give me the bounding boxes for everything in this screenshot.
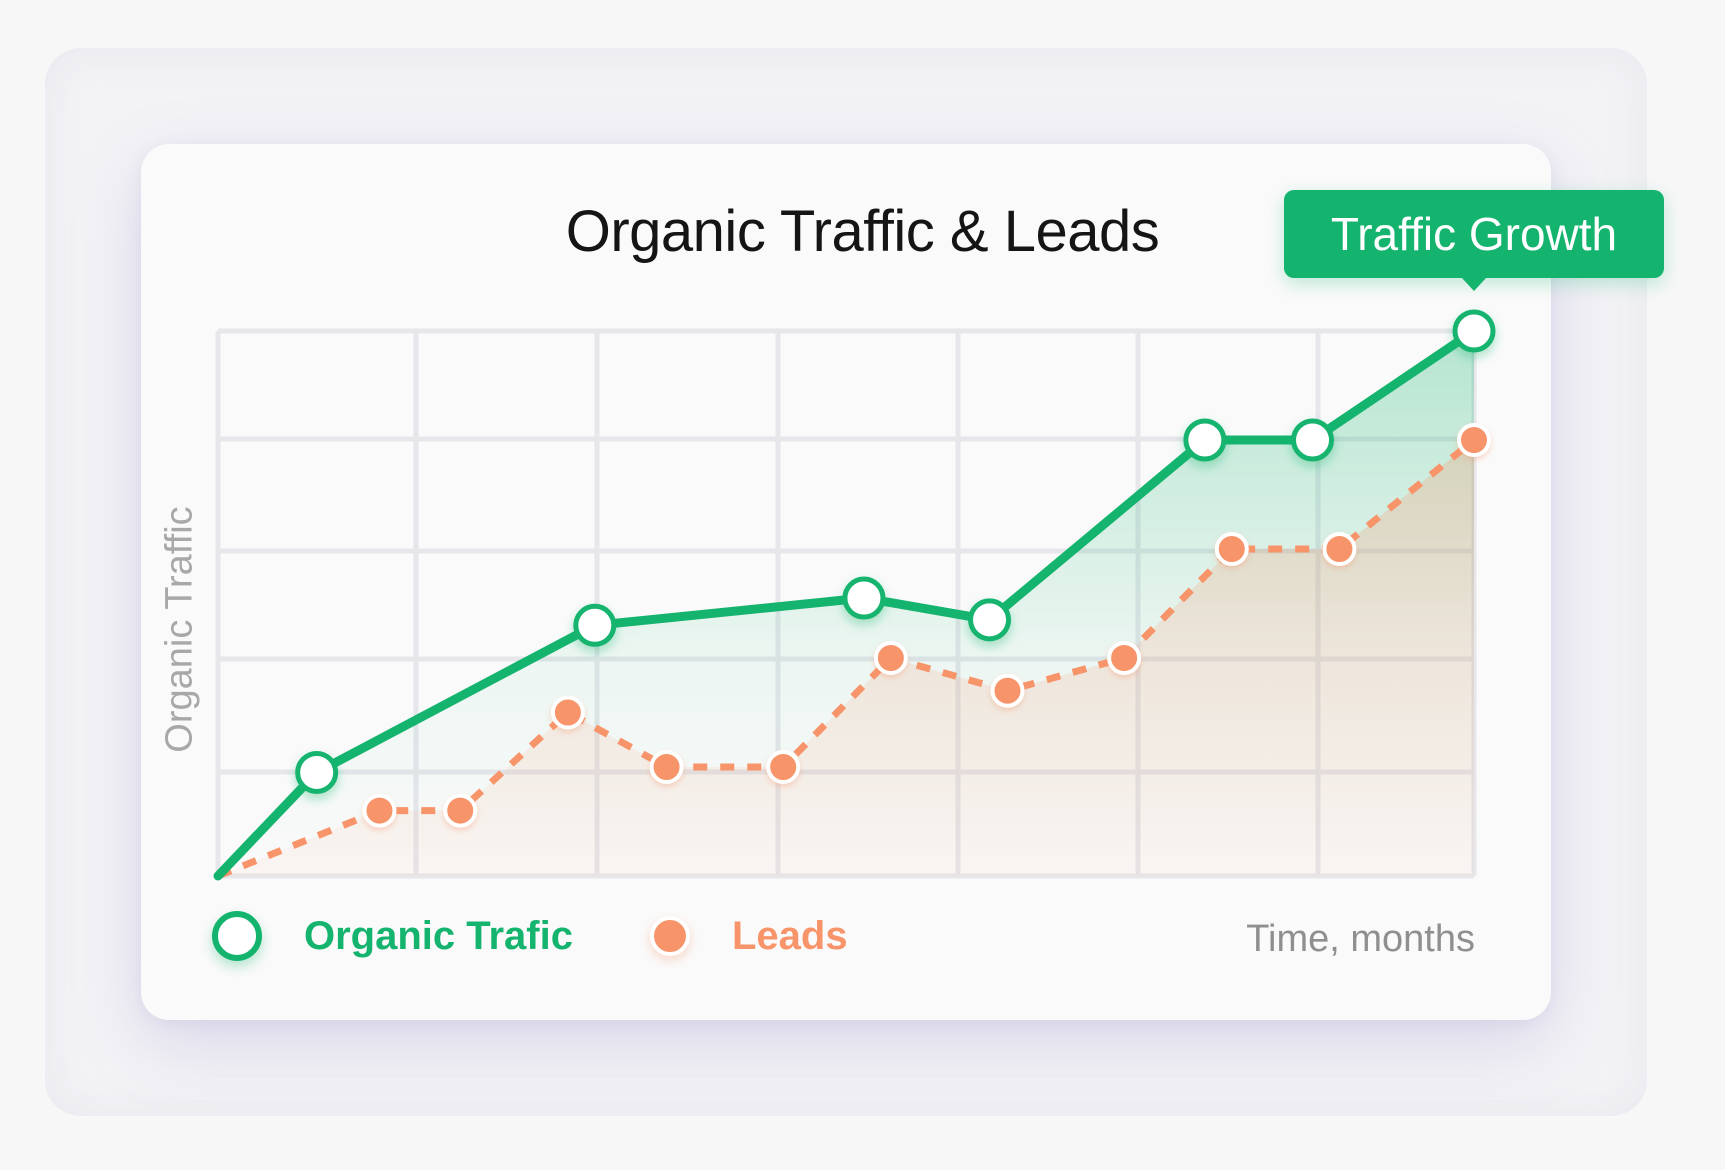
organic-traffic-point [968,598,1012,642]
organic-traffic-points [295,309,1496,794]
leads-point [550,695,585,730]
y-axis-label: Organic Traffic [158,506,201,753]
traffic-growth-callout: Traffic Growth [1284,190,1664,291]
organic-traffic-point [842,576,886,620]
leads-point [443,793,478,828]
legend-item-organic-traffic: Organic Trafic [212,908,573,964]
leads-point [1107,641,1142,675]
leads-area [218,440,1474,876]
organic-traffic-point [295,750,339,794]
legend-label-organic-traffic: Organic Trafic [304,913,573,958]
leads-line [216,437,1477,880]
leads-point [766,750,801,784]
leads-point [1322,532,1357,566]
legend-marker-leads [650,916,690,956]
x-axis-label: Time, months [1246,918,1475,960]
chart-title: Organic Traffic & Leads [565,199,1160,264]
leads-point [873,641,908,675]
organic-traffic-point [1183,418,1227,462]
leads-points [362,423,1491,828]
leads-point [1457,423,1491,457]
leads-point [990,673,1025,708]
legend-label-leads: Leads [732,913,848,958]
leads-point [362,793,397,828]
organic-traffic-point [573,603,617,647]
legend-marker-organic-traffic [212,911,262,961]
leads-point [649,750,684,784]
organic-traffic-point [1291,418,1335,462]
organic-traffic-point [1452,309,1496,353]
leads-point [1214,532,1249,566]
legend-item-leads: Leads [650,908,848,964]
